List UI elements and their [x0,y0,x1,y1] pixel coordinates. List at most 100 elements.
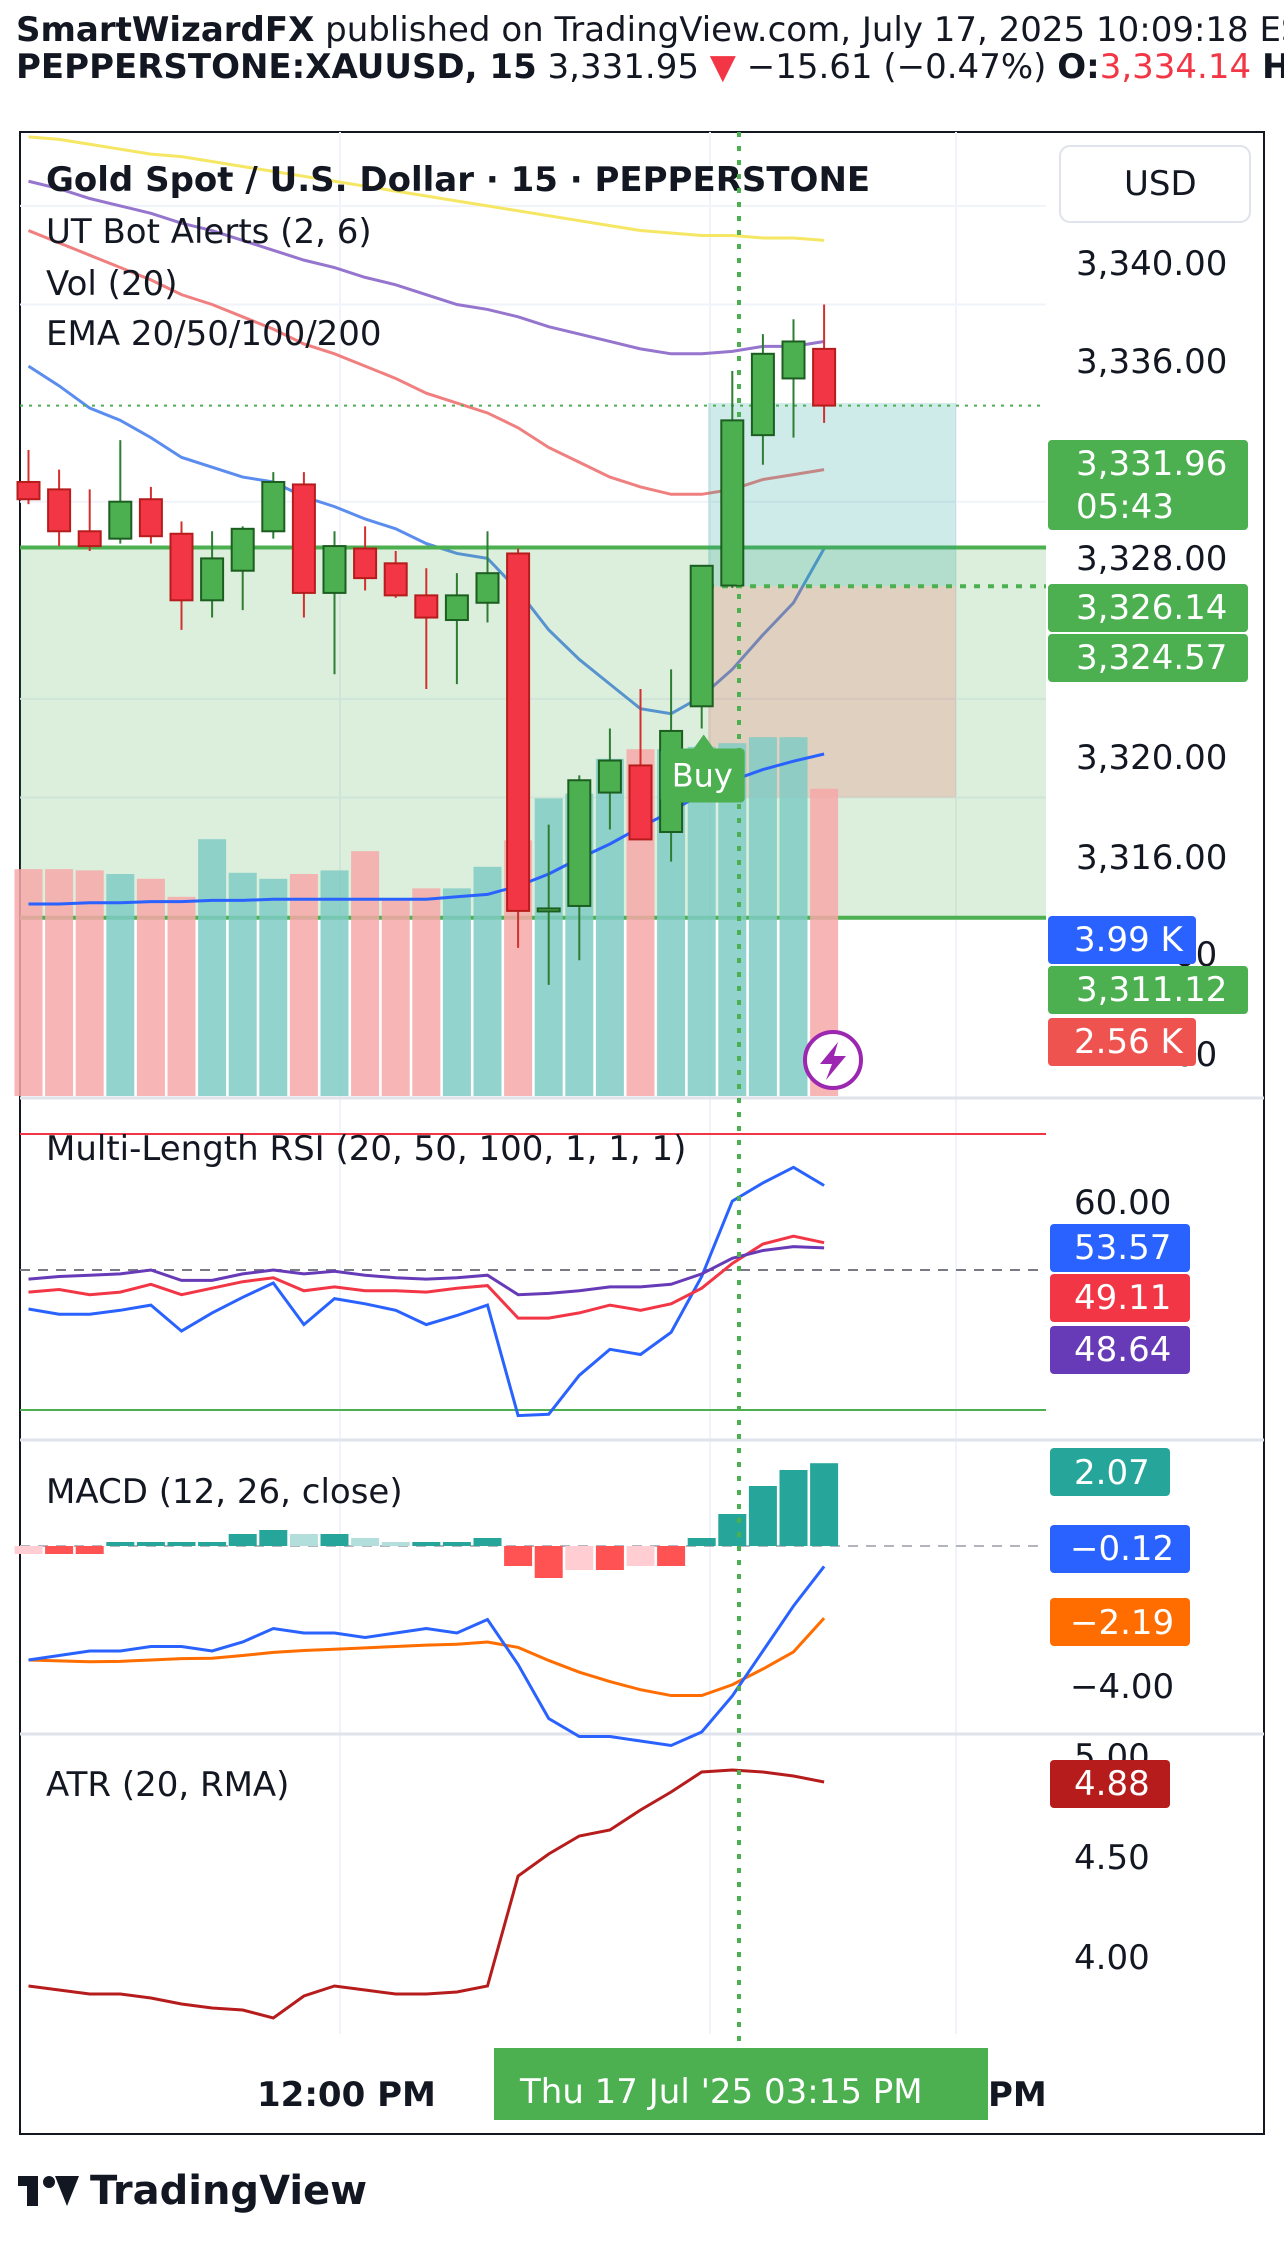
atr-line [28,1768,825,2020]
volume-bar [442,888,471,1096]
volume-bar [289,874,318,1096]
macd-histogram-bar [259,1530,288,1546]
macd-histogram-bar [442,1542,471,1546]
macd-histogram-bar [748,1486,777,1546]
ut-bot-legend[interactable]: UT Bot Alerts (2, 6) [46,212,372,252]
bearish-candle [628,764,653,841]
chart-canvas[interactable]: Gold Spot / U.S. Dollar · 15 · PEPPERSTO… [0,0,1284,2150]
macd-main-line [28,1565,826,1748]
volume-bar [779,737,808,1096]
atr-title[interactable]: ATR (20, RMA) [46,1765,289,1805]
volume-bar [320,870,349,1096]
macd-pane [14,1463,1046,1748]
macd-histogram-bar [779,1470,808,1546]
candle-layer [16,304,837,985]
volume-last-label-bg [1048,1018,1196,1066]
volume-bar [136,878,165,1096]
volume-bar [14,869,43,1096]
bullish-candle [200,557,225,602]
price-tick-3328: 3,328.00 [1076,539,1227,579]
last-price-label-bg [1048,440,1248,530]
buy-signal[interactable]: Buy [660,734,745,803]
chart-header: SmartWizardFX published on TradingView.c… [0,0,1284,130]
volume-bar [381,900,410,1096]
atr-label-bg [1050,1760,1170,1808]
volume-bar [45,869,74,1096]
time-cursor-label-bg [494,2048,988,2120]
macd-histogram-bar [626,1546,655,1566]
author-name[interactable]: SmartWizardFX [16,10,315,50]
bearish-candle [414,594,439,619]
macd-histogram-bar [75,1546,104,1554]
currency-label[interactable]: USD [1124,164,1197,204]
down-arrow-icon: ▼ [709,47,736,87]
rsi-20-label: 53.57 [1074,1228,1171,1268]
macd-histogram-bar [14,1546,43,1554]
macd-line-label: −0.12 [1070,1529,1174,1569]
ema-legend[interactable]: EMA 20/50/100/200 [46,314,382,354]
profit-box [708,403,956,587]
bullish-candle [689,564,714,708]
volume-bar [687,746,716,1096]
zone-bottom-label: 3,311.12 [1076,970,1227,1010]
rsi-100-label: 48.64 [1074,1330,1171,1370]
zone-top-label-bg [1048,584,1248,632]
rsi-100-line [28,1245,825,1297]
tradingview-logo[interactable]: TradingView [18,2168,367,2214]
bearish-candle [169,532,194,602]
zone-top-label: 3,326.14 [1076,588,1227,628]
bearish-candle [812,347,837,407]
bar-countdown: 05:43 [1076,487,1174,527]
bearish-candle [47,488,72,533]
atr-tick-400: 4.00 [1074,1938,1150,1978]
macd-histogram-bar [595,1546,624,1570]
macd-tick: −4.00 [1070,1667,1174,1707]
macd-line-label-bg [1050,1525,1190,1573]
lightning-icon[interactable] [803,1030,863,1090]
ema-100-line [28,179,825,356]
time-tick-right: PM [988,2075,1047,2115]
macd-histogram-bar [167,1542,196,1546]
rsi-pane [20,1133,1046,1418]
volume-bar [106,874,135,1096]
macd-hist-label: 2.07 [1074,1453,1150,1493]
volume-bar [75,870,104,1096]
atr-pane [28,1768,825,2020]
symbol-name: PEPPERSTONE:XAUUSD, 15 [16,47,537,87]
bullish-candle [261,480,286,533]
currency-button[interactable] [1059,145,1251,223]
rsi-50-label-bg [1050,1274,1190,1322]
price-tick-3320: 3,320.00 [1076,738,1227,778]
macd-histogram-bar [381,1542,410,1546]
macd-title[interactable]: MACD (12, 26, close) [46,1472,403,1512]
rsi-20-line [28,1165,825,1418]
macd-histogram-bar [136,1542,165,1546]
price-tick-3316: 3,316.00 [1076,838,1227,878]
bearish-candle [77,530,102,548]
publish-line: SmartWizardFX published on TradingView.c… [16,10,1284,50]
macd-hist-label-bg [1050,1448,1170,1496]
bearish-candle [291,483,316,594]
publish-info: published on TradingView.com, July 17, 2… [325,10,1284,50]
high-label: H: [1261,47,1284,87]
open-value: 3,334.14 [1099,47,1252,87]
macd-histogram-bar [351,1538,380,1546]
rsi-100-label-bg [1050,1326,1190,1374]
volume-bar [198,839,227,1096]
macd-histogram-bar [320,1534,349,1546]
rsi-20-label-bg [1050,1224,1190,1272]
macd-signal-line [28,1617,826,1698]
last-price-label: 3,331.96 [1076,444,1227,484]
rsi-title[interactable]: Multi-Length RSI (20, 50, 100, 1, 1, 1) [46,1129,686,1169]
rsi-tick-60: 60.00 [1074,1183,1171,1223]
ema-layer [27,135,826,716]
volume-legend[interactable]: Vol (20) [46,264,177,304]
bearish-candle [383,562,408,597]
atr-tick-450: 4.50 [1074,1838,1150,1878]
volume-bar [748,737,777,1096]
zone-bottom-label-bg [1048,966,1248,1014]
macd-histogram-bar [412,1542,441,1546]
bullish-candle [536,907,561,913]
macd-histogram-bar [718,1514,747,1546]
bearish-candle [16,480,41,501]
